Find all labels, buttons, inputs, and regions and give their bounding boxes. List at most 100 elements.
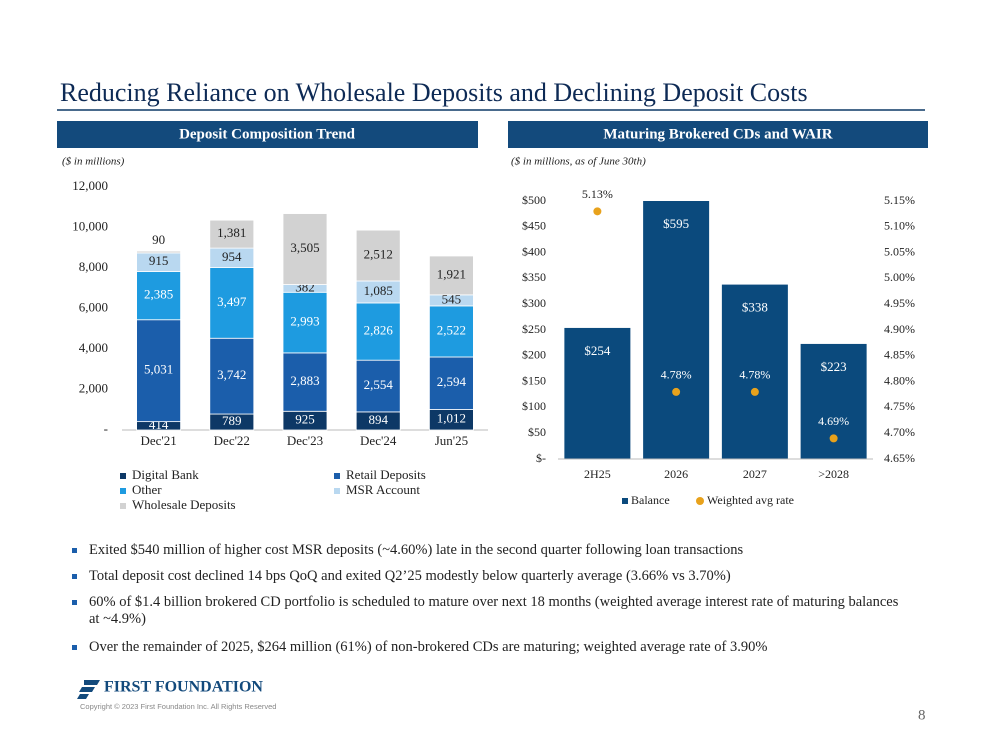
y-tick-label: $500: [522, 193, 546, 207]
y-tick-label: 6,000: [79, 299, 108, 314]
bar-segment: [282, 213, 328, 285]
legend-label: MSR Account: [346, 482, 420, 497]
bar-segment: [428, 255, 474, 296]
legend-label: Weighted avg rate: [707, 493, 794, 507]
legend-swatch: [120, 488, 126, 494]
y-tick-label: $300: [522, 296, 546, 310]
y-tick-label: 2,000: [79, 380, 108, 395]
bullet-text: Total deposit cost declined 14 bps QoQ a…: [89, 568, 731, 584]
bullet: Total deposit cost declined 14 bps QoQ a…: [72, 568, 912, 585]
y2-tick-label: 4.85%: [884, 348, 915, 362]
bullet-text: 60% of $1.4 billion brokered CD portfoli…: [89, 594, 899, 627]
data-label: 90: [152, 232, 165, 247]
data-label: $338: [742, 300, 768, 315]
y-tick-label: $50: [528, 425, 546, 439]
legend-swatch: [120, 503, 126, 509]
y2-tick-label: 4.80%: [884, 373, 915, 387]
logo-icon: [77, 680, 100, 699]
data-label: 894: [368, 412, 388, 427]
bar-segment: [136, 271, 182, 321]
legend-label: Balance: [631, 493, 670, 507]
y-tick-label: $150: [522, 373, 546, 387]
page-number: 8: [918, 707, 926, 723]
data-label: 4.78%: [661, 368, 692, 382]
y-tick-label: 8,000: [79, 259, 108, 274]
logo: FIRST FOUNDATION: [104, 679, 263, 696]
data-label: 789: [222, 413, 242, 428]
rate-dot: [593, 207, 602, 216]
data-label: 915: [149, 253, 169, 268]
y-tick-label: $-: [536, 451, 546, 465]
data-label: 2,554: [364, 377, 394, 392]
x-tick-label: 2027: [743, 467, 767, 481]
panel-header: [57, 121, 478, 148]
data-label: 3,497: [217, 294, 247, 309]
legend-swatch: [334, 488, 340, 494]
x-tick-label: 2H25: [584, 467, 611, 481]
legend-label: Other: [132, 482, 162, 497]
bar-segment: [282, 352, 328, 412]
panel-title: Deposit Composition Trend: [179, 126, 356, 142]
bullet-text: Exited $540 million of higher cost MSR d…: [89, 542, 744, 558]
data-label: 1,085: [364, 283, 393, 298]
data-label: 3,505: [290, 240, 319, 255]
bar-segment: [282, 291, 328, 354]
data-label: 5,031: [144, 362, 173, 377]
copyright: Copyright © 2023 First Foundation Inc. A…: [80, 702, 276, 711]
y-tick-label: 10,000: [72, 218, 108, 233]
data-label: 1,921: [437, 266, 466, 281]
bullet: 60% of $1.4 billion brokered CD portfoli…: [72, 594, 912, 628]
x-tick-label: 2026: [664, 467, 688, 481]
panel-header: [508, 121, 928, 148]
data-label: 1,012: [437, 411, 466, 426]
data-label: $595: [663, 216, 689, 231]
y2-tick-label: 5.15%: [884, 193, 915, 207]
x-tick-label: Dec'23: [287, 433, 323, 448]
legend-label: Retail Deposits: [346, 467, 426, 482]
y2-tick-label: 4.70%: [884, 425, 915, 439]
legend-swatch: [334, 473, 340, 479]
panel-title: Maturing Brokered CDs and WAIR: [603, 126, 832, 142]
x-tick-label: >2028: [818, 467, 849, 481]
chart-subtitle: ($ in millions): [62, 156, 125, 168]
data-label: 2,594: [437, 374, 467, 389]
bar: [643, 201, 710, 460]
rate-dot: [829, 434, 838, 443]
data-label: $254: [584, 343, 611, 358]
legend-label: Digital Bank: [132, 467, 199, 482]
data-label: $223: [821, 359, 847, 374]
y2-tick-label: 5.10%: [884, 219, 915, 233]
x-tick-label: Dec'22: [214, 433, 250, 448]
bullet: Exited $540 million of higher cost MSR d…: [72, 542, 912, 559]
data-label: 4.69%: [818, 414, 849, 428]
legend-swatch: [696, 497, 704, 505]
data-label: 2,993: [290, 314, 319, 329]
data-label: 2,385: [144, 287, 173, 302]
data-label: 2,826: [364, 323, 394, 338]
y-tick-label: $200: [522, 348, 546, 362]
bar-segment: [428, 356, 474, 410]
y2-tick-label: 4.75%: [884, 399, 915, 413]
data-label: 925: [295, 412, 315, 427]
bar: [721, 284, 788, 459]
bar-segment: [136, 319, 182, 423]
data-label: 3,742: [217, 367, 246, 382]
bullet: Over the remainder of 2025, $264 million…: [72, 639, 912, 656]
data-label: 954: [222, 249, 242, 264]
y-tick-label: 4,000: [79, 340, 108, 355]
y2-tick-label: 5.00%: [884, 270, 915, 284]
bar-segment: [355, 229, 401, 282]
legend-swatch: [120, 473, 126, 479]
bar: [564, 327, 631, 459]
data-label: 2,522: [437, 322, 466, 337]
y-tick-label: $450: [522, 219, 546, 233]
y2-tick-label: 4.90%: [884, 322, 915, 336]
x-tick-label: Dec'24: [360, 433, 397, 448]
bar-segment: [209, 219, 255, 249]
data-label: 2,883: [290, 373, 319, 388]
rate-dot: [750, 387, 759, 396]
y2-tick-label: 4.65%: [884, 451, 915, 465]
slide-title: Reducing Reliance on Wholesale Deposits …: [60, 78, 808, 107]
